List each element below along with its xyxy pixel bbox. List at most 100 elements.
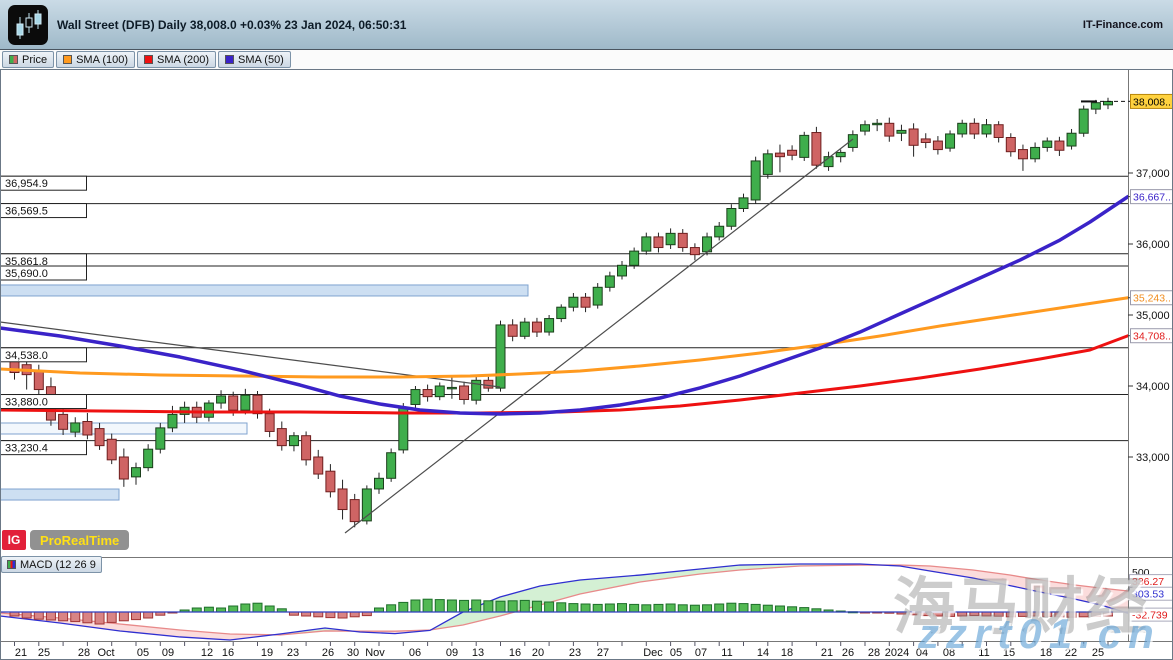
macd-histogram-bar — [203, 606, 214, 613]
candle-body — [568, 296, 579, 308]
date-label: 2024 — [885, 647, 909, 659]
candle-body — [981, 124, 992, 135]
legend-sma100-button[interactable]: SMA (100) — [56, 51, 136, 68]
macd-swatch-icon — [7, 560, 16, 569]
macd-histogram-bar — [1090, 611, 1101, 617]
macd-axis-label: 336.27 — [1132, 576, 1164, 588]
candle-body — [908, 128, 919, 146]
candle-body — [1042, 140, 1053, 148]
macd-histogram-bar — [264, 605, 275, 613]
date-label: 05 — [670, 647, 682, 659]
candle-body — [313, 456, 324, 475]
macd-histogram-bar — [410, 599, 421, 613]
legend-sma50-button[interactable]: SMA (50) — [218, 51, 291, 68]
level-label: 34,538.0 — [5, 350, 48, 362]
candle-body — [617, 264, 627, 277]
candle-body — [774, 152, 785, 158]
macd-histogram-bar — [459, 599, 470, 613]
candle-body — [422, 389, 433, 398]
macd-histogram-bar — [495, 600, 506, 613]
candle-body — [70, 422, 81, 433]
macd-histogram-bar — [993, 611, 1004, 617]
highlight-zone — [0, 488, 120, 501]
date-label: 22 — [1065, 647, 1077, 659]
date-label: 06 — [409, 647, 421, 659]
macd-histogram-bar — [21, 611, 32, 619]
macd-histogram-bar — [82, 611, 93, 624]
candle-body — [531, 321, 542, 333]
macd-histogram-bar — [738, 603, 749, 613]
price-tick-label: 34,000 — [1136, 381, 1170, 393]
candle-body — [288, 435, 299, 447]
candle-body — [641, 236, 652, 252]
macd-histogram-bar — [446, 599, 457, 613]
candle-body — [33, 370, 44, 391]
sma100-swatch-icon — [63, 55, 73, 64]
candle-body — [580, 296, 591, 308]
level-label: 36,569.5 — [5, 206, 48, 218]
date-label: 30 — [347, 647, 359, 659]
app-logo-icon — [8, 5, 48, 45]
macd-histogram-bar — [1054, 611, 1065, 618]
candle-body — [1005, 137, 1016, 153]
macd-histogram-bar — [313, 611, 324, 618]
candle-body — [811, 132, 822, 166]
candle-body — [1078, 108, 1089, 134]
date-label: 21 — [821, 647, 833, 659]
legend-sma200-button[interactable]: SMA (200) — [137, 51, 216, 68]
date-label: 26 — [322, 647, 334, 659]
legend-sma200-label: SMA (200) — [157, 53, 209, 66]
macd-histogram-bar — [240, 603, 251, 613]
candle-body — [884, 122, 895, 137]
macd-histogram-bar — [58, 611, 69, 622]
chart-background — [0, 69, 1173, 660]
candle-body — [750, 160, 761, 201]
macd-histogram-bar — [580, 603, 591, 613]
macd-histogram-bar — [471, 599, 482, 613]
date-label: 12 — [201, 647, 213, 659]
date-label: 28 — [78, 647, 90, 659]
macd-legend-button[interactable]: MACD (12 26 9 — [1, 556, 102, 573]
candle-body — [799, 134, 810, 158]
candle-body — [969, 122, 980, 135]
candle-body — [94, 428, 105, 447]
macd-histogram-bar — [131, 611, 141, 621]
price-axis-column — [1128, 69, 1173, 641]
candle-body — [920, 138, 931, 143]
date-label: 16 — [509, 647, 521, 659]
macd-fill — [432, 564, 880, 630]
sma50-swatch-icon — [225, 55, 234, 64]
macd-axis-label: 303.53 — [1132, 589, 1164, 601]
date-label: 15 — [1003, 647, 1015, 659]
candle-body — [361, 488, 372, 522]
macd-histogram-bar — [702, 604, 713, 613]
macd-histogram-bar — [556, 602, 567, 613]
candle-body — [1066, 132, 1077, 147]
date-label: 05 — [137, 647, 149, 659]
date-label: 19 — [261, 647, 273, 659]
macd-histogram-bar — [714, 603, 725, 613]
macd-histogram-bar — [252, 602, 263, 613]
candle-body — [167, 413, 178, 429]
price-chart[interactable]: 37,000 36,000 35,000 34,000 33,000 38,008.. 36… — [0, 69, 1173, 660]
candle-body — [544, 318, 555, 333]
macd-legend-label: MACD (12 26 9 — [20, 558, 96, 571]
price-marker-label: 35,243.. — [1133, 293, 1171, 305]
candle-body — [519, 321, 530, 337]
macd-histogram-bar — [750, 603, 761, 613]
candle-body — [82, 421, 93, 436]
macd-histogram-bar — [143, 611, 154, 619]
legend-price-button[interactable]: Price — [2, 51, 55, 68]
candle-body — [216, 395, 227, 404]
price-marker-label: 38,008.. — [1133, 96, 1171, 108]
date-label: 28 — [868, 647, 880, 659]
macd-histogram-bar — [762, 604, 773, 613]
prorealtime-logo: ProRealTime — [30, 530, 130, 550]
candle-body — [896, 129, 907, 134]
candle-body — [872, 122, 883, 126]
level-label: 33,230.4 — [5, 443, 48, 455]
date-label: 26 — [842, 647, 854, 659]
candle-body — [301, 435, 312, 461]
date-label: 11 — [721, 647, 732, 659]
candle-body — [1017, 149, 1028, 160]
